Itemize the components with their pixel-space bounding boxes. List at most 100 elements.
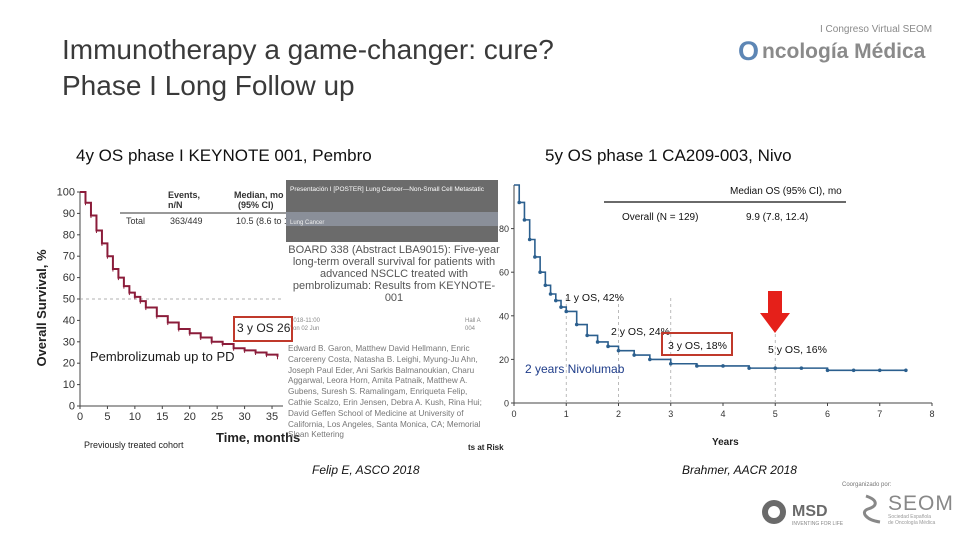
- keynote-chart: Overall Survival, % 01020304050607080901…: [34, 187, 504, 453]
- censor-mark: [648, 357, 652, 362]
- x-tick-label: 5: [773, 409, 778, 419]
- left-series: [80, 191, 279, 360]
- left-legend: Events, n/N Median, mo (95% CI) Total 36…: [120, 190, 297, 226]
- censor-mark: [825, 368, 830, 373]
- y-tick-label: 80: [499, 224, 509, 234]
- legend-ci-header: (95% CI): [238, 200, 274, 210]
- censor-mark: [585, 333, 589, 338]
- nivolumab-label: 2 years Nivolumab: [525, 362, 625, 376]
- y-tick-label: 40: [499, 311, 509, 321]
- sponsor-label: Coorganizado por:: [842, 482, 892, 488]
- left-citation: Felip E, ASCO 2018: [312, 463, 420, 477]
- x-tick-label: 0: [77, 411, 83, 423]
- y-tick-label: 10: [63, 379, 75, 391]
- y-tick-label: 60: [63, 272, 75, 284]
- right-x-axis-label: Years: [712, 437, 739, 448]
- censor-mark: [668, 361, 673, 366]
- y-tick-label: 80: [63, 229, 75, 241]
- title-line-2: Phase I Long Follow up: [62, 70, 355, 101]
- censor-mark: [527, 237, 532, 242]
- logo-small-text: I Congreso Virtual SEOM: [820, 24, 933, 35]
- abstract-title: BOARD 338 (Abstract LBA9015): Five-year …: [288, 244, 500, 304]
- annotation-1y: 1 y OS, 42%: [565, 292, 624, 304]
- censor-mark: [543, 283, 548, 288]
- x-tick-label: 1: [564, 409, 569, 419]
- censor-mark: [616, 348, 621, 353]
- legend-row-median: 10.5 (8.6 to 13.: [236, 216, 297, 226]
- right-legend-row-label: Overall (N = 129): [622, 212, 698, 223]
- censor-mark: [554, 298, 558, 303]
- right-legend: Median OS (95% CI), mo Overall (N = 129)…: [604, 186, 846, 223]
- legend-row-label: Total: [126, 216, 145, 226]
- x-tick-label: 8: [929, 409, 934, 419]
- popup-bar: [286, 212, 498, 226]
- censor-mark: [517, 200, 522, 205]
- seom-tagline-1: Sociedad Española: [888, 514, 932, 520]
- y-tick-label: 90: [63, 208, 75, 220]
- abstract-popup: Presentación I [POSTER] Lung Cancer—Non-…: [286, 180, 498, 242]
- left-y-label: Overall Survival, %: [34, 249, 49, 367]
- nivolumab-chart: 0 20 40 60 80 0 1 2 3 4 5 6 7 8 Median OS (95% CI), m…: [499, 184, 935, 448]
- censor-mark: [522, 218, 527, 222]
- seom-logo-icon: [863, 494, 881, 524]
- censor-mark: [533, 255, 537, 259]
- cohort-label: Previously treated cohort: [84, 440, 184, 450]
- y-tick-label: 40: [63, 315, 75, 327]
- x-tick-label: 6: [825, 409, 830, 419]
- censor-mark: [747, 366, 751, 370]
- left-axes: 0 10 20 30 40 50 60 70 80 90 100 0 5 10 15 20 25 30 35: [57, 187, 283, 423]
- y-tick-label: 30: [63, 336, 75, 348]
- right-citation: Brahmer, AACR 2018: [682, 463, 797, 477]
- y-tick-label: 50: [63, 294, 75, 306]
- congress-logo: I Congreso Virtual SEOM O ncología Médic…: [734, 20, 946, 78]
- right-series: [514, 184, 908, 373]
- y-tick-label: 20: [63, 358, 75, 370]
- red-arrow-icon: [760, 291, 790, 333]
- y-tick-label: 70: [63, 251, 75, 263]
- censor-mark: [559, 305, 563, 309]
- x-tick-label: 0: [511, 409, 516, 419]
- y-tick-label: 0: [69, 401, 75, 413]
- x-tick-label: 25: [211, 411, 223, 423]
- x-tick-label: 7: [877, 409, 882, 419]
- poster-number: 004: [465, 326, 476, 332]
- left-y-axis-label: Overall Survival, %: [34, 249, 49, 367]
- y-tick-label: 0: [504, 399, 509, 409]
- x-tick-label: 10: [129, 411, 141, 423]
- annotation-5y: 5 y OS, 16%: [768, 344, 827, 356]
- poster-location: Hall A 004: [465, 317, 481, 333]
- popup-line-1: Presentación I [POSTER] Lung Cancer—Non-…: [290, 186, 484, 193]
- popup-line-2: Lung Cancer: [290, 220, 325, 226]
- x-tick-label: 30: [238, 411, 250, 423]
- poster-time: 2018-11:00: [290, 318, 320, 324]
- right-axes: 0 20 40 60 80 0 1 2 3 4 5 6 7 8: [499, 185, 935, 419]
- msd-logo-text: MSD: [792, 503, 828, 520]
- logo-big-text: O ncología Médica: [738, 36, 926, 66]
- msd-logo-icon: [762, 500, 786, 524]
- right-legend-row-value: 9.9 (7.8, 12.4): [746, 212, 808, 223]
- censor-mark: [595, 340, 600, 344]
- annotation-3y: 3 y OS, 18%: [668, 340, 727, 352]
- x-tick-label: 5: [104, 411, 110, 423]
- three-year-os-box: 3 y OS 26%: [233, 316, 293, 342]
- x-tick-label: 3: [668, 409, 673, 419]
- logo-word: ncología Médica: [762, 40, 926, 63]
- msd-tagline: INVENTING FOR LIFE: [792, 521, 844, 527]
- y-tick-label: 100: [57, 187, 75, 199]
- slide-title: Immunotherapy a game-changer: cure? Phas…: [62, 32, 554, 104]
- annotation-3y-box: [661, 332, 733, 356]
- censor-mark: [851, 368, 856, 373]
- censor-mark: [721, 364, 725, 368]
- right-subtitle: 5y OS phase 1 CA209-003, Nivo: [545, 146, 792, 165]
- y-tick-label: 20: [499, 355, 509, 365]
- censor-mark: [799, 366, 804, 370]
- left-x-axis-label: Time, months: [216, 430, 300, 445]
- censor-mark: [695, 364, 699, 368]
- x-tick-label: 20: [184, 411, 196, 423]
- censor-mark: [773, 366, 778, 370]
- legend-events-header: Events,: [168, 190, 200, 200]
- censor-mark: [904, 368, 908, 373]
- pembrolizumab-label: Pembrolizumab up to PD: [90, 349, 235, 364]
- x-tick-label: 35: [266, 411, 278, 423]
- censor-mark: [606, 344, 610, 349]
